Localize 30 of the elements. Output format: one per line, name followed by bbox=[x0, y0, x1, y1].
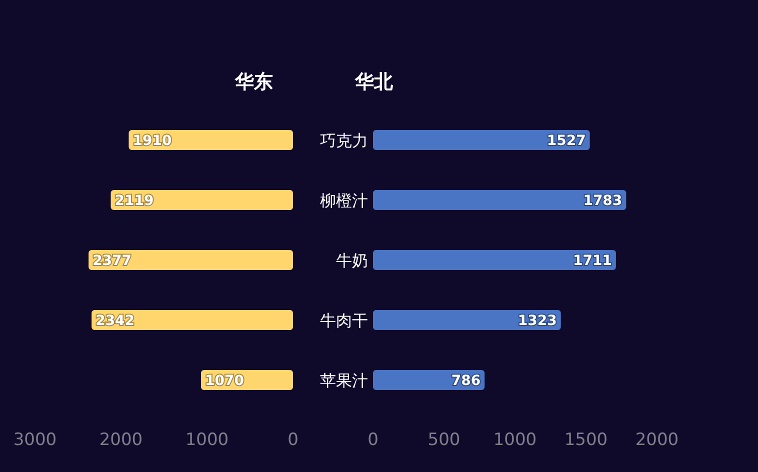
x-tick-label: 2000 bbox=[99, 430, 143, 450]
y-tick-label: 牛奶 bbox=[336, 251, 368, 270]
x-tick-label: 0 bbox=[368, 430, 378, 450]
data-label: 786 bbox=[451, 373, 481, 389]
x-tick-label: 1500 bbox=[564, 430, 608, 450]
data-label: 1783 bbox=[583, 193, 622, 209]
data-label: 1323 bbox=[518, 313, 557, 329]
y-tick-label: 巧克力 bbox=[320, 131, 368, 150]
x-tick-label: 3000 bbox=[13, 430, 57, 450]
bar bbox=[373, 130, 590, 150]
y-tick-label: 牛肉干 bbox=[320, 311, 368, 330]
data-label: 2377 bbox=[92, 253, 132, 269]
y-tick-label: 苹果汁 bbox=[320, 371, 368, 390]
data-label: 2119 bbox=[114, 193, 154, 209]
bar bbox=[88, 250, 293, 270]
chart-title: 华北 bbox=[354, 71, 394, 93]
data-label: 1910 bbox=[132, 133, 172, 149]
chart-title: 华东 bbox=[234, 71, 273, 93]
x-tick-label: 2000 bbox=[635, 430, 679, 450]
data-label: 1527 bbox=[546, 133, 586, 149]
x-tick-label: 1000 bbox=[185, 430, 229, 450]
x-tick-label: 0 bbox=[288, 430, 298, 450]
data-label: 1711 bbox=[572, 253, 612, 269]
data-label: 2342 bbox=[96, 313, 135, 329]
data-label: 1070 bbox=[204, 373, 244, 389]
x-tick-label: 1000 bbox=[493, 430, 537, 450]
y-tick-label: 柳橙汁 bbox=[320, 191, 368, 210]
bar bbox=[373, 190, 626, 210]
bar bbox=[373, 250, 616, 270]
x-tick-label: 500 bbox=[428, 430, 460, 450]
